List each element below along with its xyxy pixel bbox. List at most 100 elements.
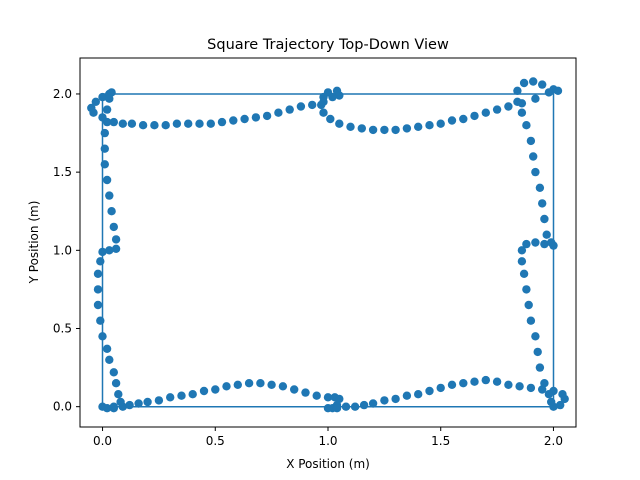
trajectory-point	[529, 152, 538, 161]
trajectory-point	[447, 116, 457, 125]
x-axis-label: X Position (m)	[286, 457, 370, 471]
trajectory-point	[540, 379, 549, 388]
x-tick-label: 0.0	[93, 434, 112, 448]
trajectory-point	[109, 402, 119, 411]
trajectory-point	[177, 391, 186, 400]
trajectory-point	[529, 77, 538, 86]
trajectory-point	[319, 97, 328, 107]
trajectory-point	[138, 121, 148, 130]
trajectory-point	[341, 402, 351, 411]
trajectory-point	[517, 108, 527, 117]
trajectory-point	[538, 199, 547, 208]
trajectory-point	[359, 400, 369, 410]
trajectory-point	[172, 119, 182, 128]
trajectory-point	[184, 119, 193, 128]
trajectory-point	[556, 400, 565, 410]
trajectory-point	[93, 285, 103, 294]
trajectory-point	[402, 124, 412, 133]
trajectory-point	[100, 160, 110, 169]
trajectory-point	[143, 397, 152, 407]
trajectory-point	[118, 119, 128, 128]
trajectory-point	[154, 396, 164, 405]
trajectory-point	[100, 144, 110, 153]
trajectory-point	[517, 246, 527, 255]
trajectory-point	[368, 399, 378, 408]
trajectory-point	[346, 122, 355, 131]
trajectory-point	[222, 382, 231, 391]
trajectory-point	[515, 382, 524, 391]
trajectory-point	[547, 397, 556, 407]
trajectory-point	[127, 119, 137, 128]
trajectory-point	[447, 380, 457, 389]
trajectory-point	[519, 269, 529, 278]
trajectory-point	[244, 379, 254, 388]
trajectory-point	[199, 386, 209, 396]
trajectory-point	[522, 285, 531, 294]
trajectory-point	[105, 246, 114, 255]
x-tick-label: 1.0	[318, 434, 337, 448]
trajectory-point	[301, 388, 310, 397]
trajectory-point	[229, 116, 238, 125]
trajectory-point	[414, 122, 423, 131]
trajectory-point	[312, 391, 321, 400]
trajectory-point	[504, 102, 513, 111]
trajectory-point	[93, 300, 103, 310]
trajectory-point	[335, 119, 344, 128]
trajectory-point	[535, 183, 545, 192]
trajectory-point	[513, 86, 522, 96]
trajectory-point	[109, 368, 119, 377]
plot-area	[87, 77, 569, 413]
trajectory-point	[116, 397, 125, 407]
trajectory-point	[522, 239, 531, 249]
trajectory-point	[308, 100, 317, 110]
trajectory-point	[332, 404, 342, 413]
trajectory-point	[91, 97, 101, 107]
trajectory-point	[134, 399, 143, 408]
trajectory-point	[459, 379, 468, 388]
trajectory-point	[526, 136, 536, 146]
trajectory-point	[436, 383, 445, 393]
trajectory-point	[391, 394, 400, 404]
trajectory-point	[553, 86, 563, 96]
x-tick-label: 1.5	[431, 434, 450, 448]
trajectory-point	[544, 88, 554, 97]
trajectory-point	[278, 382, 288, 391]
trajectory-point	[492, 377, 502, 386]
chart-title: Square Trajectory Top-Down View	[207, 37, 449, 53]
trajectory-point	[290, 385, 299, 394]
trajectory-point	[102, 404, 112, 413]
trajectory-point	[531, 167, 540, 177]
y-tick-label: 0.5	[53, 321, 72, 335]
trajectory-point	[535, 363, 545, 372]
trajectory-point	[323, 393, 333, 402]
trajectory-point	[326, 114, 335, 124]
trajectory-point	[274, 108, 283, 117]
trajectory-point	[125, 400, 134, 410]
trajectory-point	[166, 393, 175, 402]
trajectory-point	[96, 257, 105, 266]
x-tick-label: 2.0	[544, 434, 563, 448]
trajectory-point	[105, 355, 114, 364]
trajectory-point	[470, 377, 479, 386]
trajectory-point	[357, 124, 366, 133]
y-tick-label: 1.5	[53, 165, 72, 179]
trajectory-point	[459, 114, 468, 124]
trajectory-point	[262, 111, 272, 121]
trajectory-point	[195, 119, 204, 128]
trajectory-point	[504, 380, 513, 389]
trajectory-point	[481, 108, 490, 117]
trajectory-point	[517, 257, 527, 266]
trajectory-point	[98, 332, 107, 341]
trajectory-point	[111, 235, 121, 244]
trajectory-point	[98, 247, 107, 257]
trajectory-point	[111, 379, 121, 388]
trajectory-point	[111, 244, 121, 253]
trajectory-point	[105, 94, 114, 103]
trajectory-point	[319, 108, 328, 117]
trajectory-point	[542, 230, 551, 239]
trajectory-point	[425, 121, 434, 130]
trajectory-point	[391, 125, 400, 135]
trajectory-point	[107, 207, 116, 216]
trajectory-point	[531, 238, 540, 247]
trajectory-point	[109, 117, 119, 127]
